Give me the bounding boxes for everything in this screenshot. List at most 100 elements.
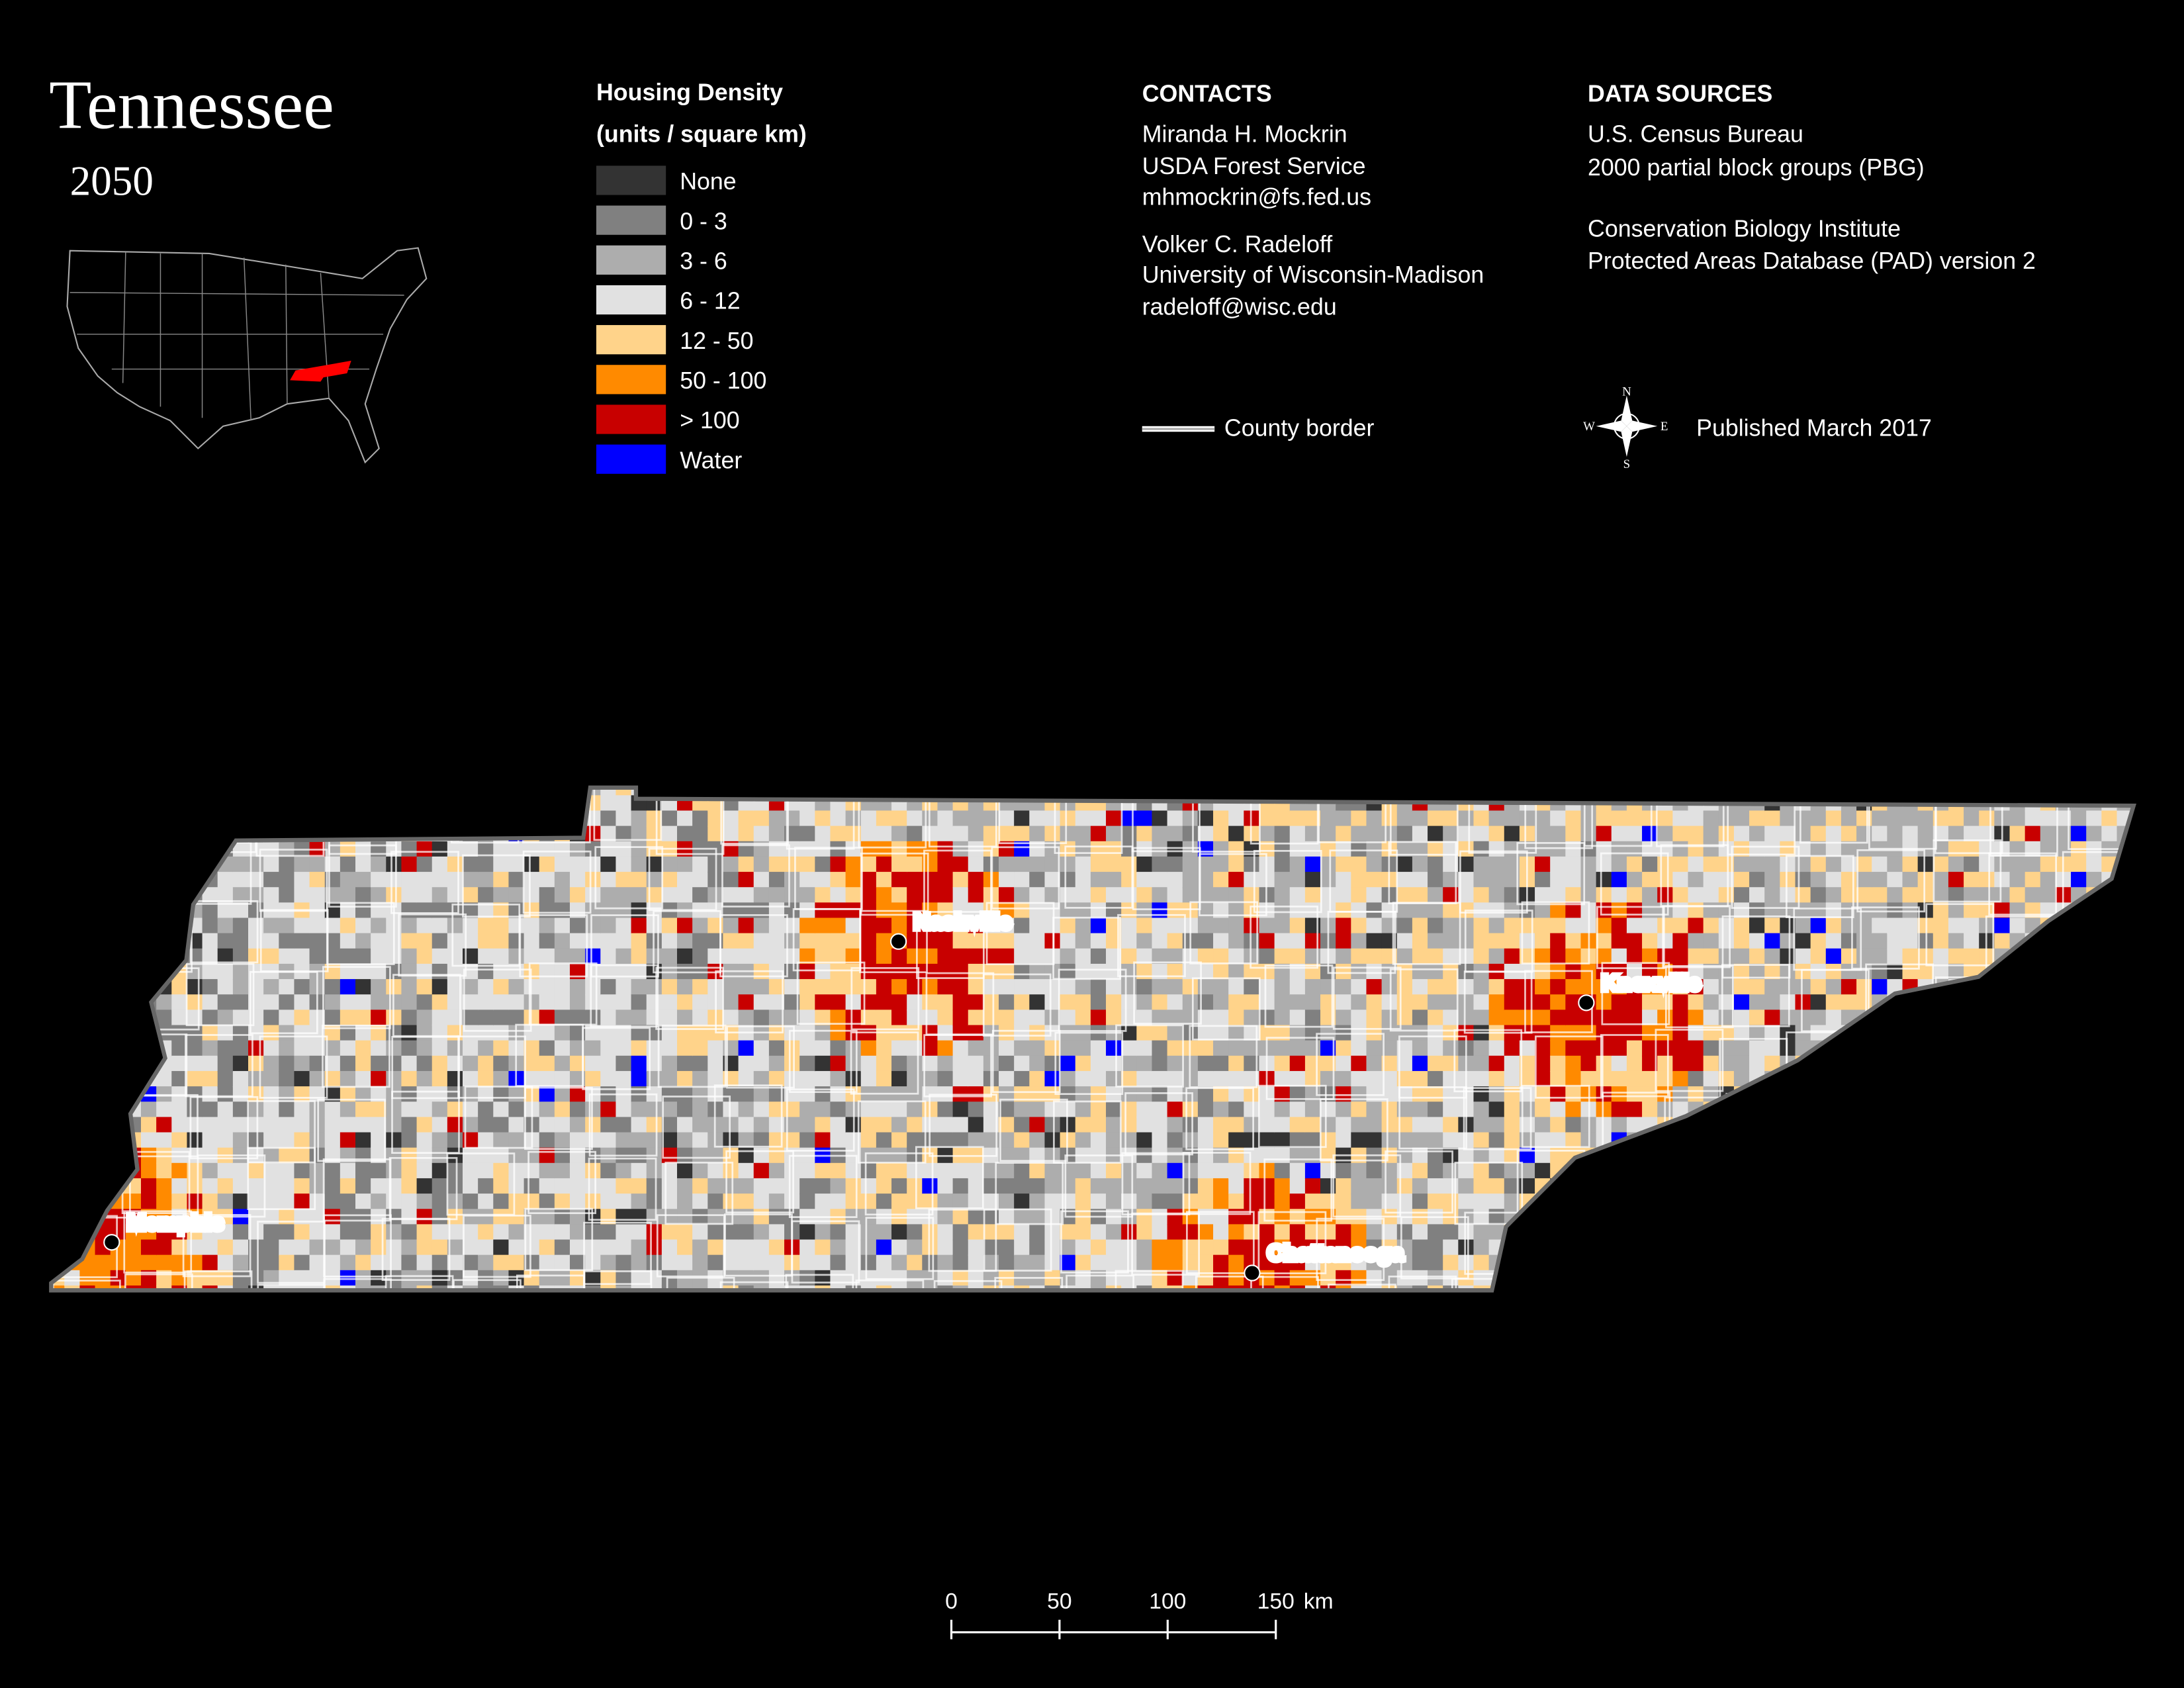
county-border — [1583, 789, 1653, 847]
density-cell — [1979, 1239, 1995, 1256]
density-cell — [1152, 856, 1168, 873]
density-cell — [1825, 979, 1842, 996]
density-cell — [217, 1055, 234, 1072]
density-cell — [1780, 1239, 1796, 1256]
density-cell — [1488, 856, 1505, 873]
density-cell — [1075, 1009, 1091, 1026]
density-cell — [1749, 994, 1766, 1011]
county-border — [785, 1274, 854, 1289]
density-cell — [447, 1040, 464, 1056]
density-cell — [952, 994, 969, 1011]
density-cell — [1596, 789, 1612, 796]
density-cell — [1964, 1254, 1980, 1271]
county-border — [594, 846, 664, 910]
density-cell — [294, 1254, 310, 1271]
density-cell — [1841, 810, 1858, 827]
density-cell — [1381, 1009, 1398, 1026]
density-cell — [1121, 1055, 1138, 1072]
density-cell — [279, 1009, 295, 1026]
density-cell — [416, 1102, 433, 1118]
density-cell — [1366, 902, 1383, 919]
density-cell — [1825, 1055, 1842, 1072]
density-cell — [2132, 918, 2148, 934]
density-cell — [478, 1209, 494, 1225]
density-cell — [952, 933, 969, 949]
density-cell — [1504, 1070, 1520, 1088]
density-cell — [1274, 810, 1291, 827]
density-cell — [1044, 825, 1061, 842]
density-cell — [2071, 1102, 2087, 1118]
density-cell — [1795, 825, 1811, 842]
density-cell — [1336, 1162, 1352, 1180]
density-cell — [1488, 1209, 1505, 1225]
density-cell — [1856, 1102, 1873, 1118]
density-cell — [891, 1055, 908, 1072]
density-cell — [1136, 1070, 1153, 1088]
density-cell — [1887, 1270, 1903, 1287]
density-cell — [799, 1070, 816, 1088]
density-cell — [1167, 856, 1183, 873]
density-cell — [1535, 1040, 1551, 1056]
density-cell — [95, 933, 111, 949]
density-cell — [386, 887, 402, 904]
density-cell — [2040, 1055, 2056, 1072]
density-cell — [447, 872, 464, 888]
density-cell — [554, 1025, 571, 1041]
density-cell — [860, 1132, 877, 1149]
density-cell — [1872, 887, 1888, 904]
density-cell — [463, 887, 479, 904]
density-cell — [983, 1285, 1000, 1289]
density-cell — [53, 1209, 66, 1225]
density-cell — [968, 1055, 984, 1072]
density-cell — [1948, 1162, 1965, 1180]
county-border — [2063, 966, 2131, 1029]
density-cell — [876, 887, 893, 904]
density-cell — [1688, 1224, 1704, 1241]
density-cell — [815, 825, 831, 842]
density-cell — [1167, 1102, 1183, 1118]
density-cell — [1473, 789, 1490, 796]
density-cell — [2055, 1117, 2072, 1133]
density-cell — [217, 979, 234, 996]
density-cell — [493, 887, 510, 904]
density-cell — [1244, 872, 1260, 888]
density-cell — [371, 1209, 387, 1225]
density-cell — [79, 1147, 96, 1164]
density-cell — [1672, 1270, 1689, 1287]
density-cell — [2116, 1040, 2131, 1056]
density-cell — [600, 1239, 617, 1256]
density-cell — [2086, 994, 2103, 1011]
density-cell — [1535, 1209, 1551, 1225]
density-cell — [1152, 1224, 1168, 1241]
density-cell — [95, 841, 111, 857]
density-cell — [1428, 1117, 1444, 1133]
density-cell — [2040, 979, 2056, 996]
county-border — [720, 789, 790, 845]
density-cell — [661, 1162, 678, 1180]
density-cell — [508, 1239, 525, 1256]
county-border — [2119, 976, 2131, 1040]
density-cell — [95, 1285, 111, 1289]
density-cell — [1887, 1285, 1903, 1289]
density-cell — [661, 1117, 678, 1133]
density-cell — [1535, 1254, 1551, 1271]
density-cell — [156, 1224, 173, 1241]
county-border — [864, 1152, 934, 1216]
density-cell — [1948, 1009, 1965, 1026]
density-cell — [248, 1194, 265, 1210]
density-cell — [463, 1009, 479, 1026]
county-border — [923, 1034, 992, 1098]
density-cell — [937, 963, 954, 980]
density-cell — [1810, 1117, 1827, 1133]
density-cell — [1780, 1117, 1796, 1133]
density-cell — [478, 872, 494, 888]
county-border — [124, 1273, 193, 1289]
county-border — [1931, 1096, 2000, 1159]
density-cell — [1994, 1086, 2011, 1103]
density-cell — [2055, 979, 2072, 996]
density-cell — [768, 1285, 786, 1289]
density-cell — [2040, 841, 2056, 857]
density-cell — [2132, 1270, 2148, 1286]
density-cell — [1596, 994, 1612, 1011]
density-cell — [64, 902, 81, 919]
